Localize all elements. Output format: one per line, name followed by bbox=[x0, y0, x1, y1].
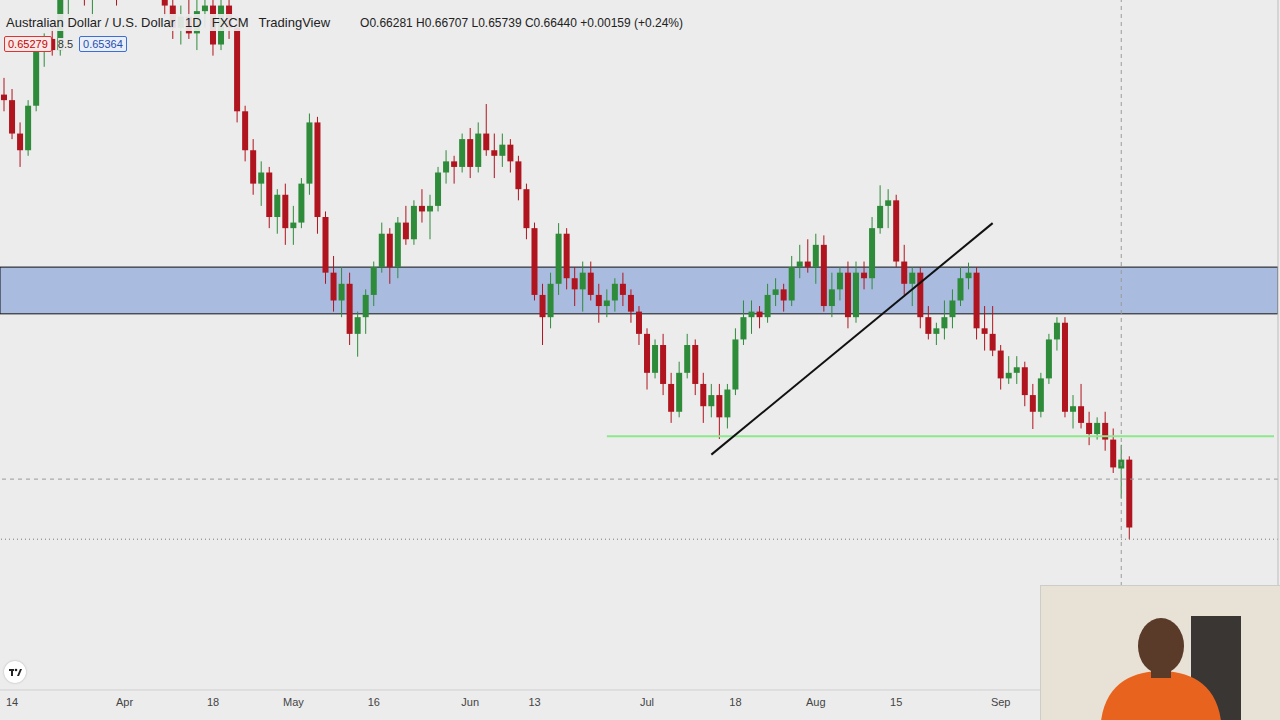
svg-text:Apr: Apr bbox=[116, 696, 133, 708]
html-text:8.5: 8.5 bbox=[57, 38, 74, 50]
html-text:O0.66281 H0.66707 L0.65739 C0.: O0.66281 H0.66707 L0.65739 C0.66440 +0.0… bbox=[360, 15, 683, 30]
html-text:0.65364: 0.65364 bbox=[83, 38, 123, 50]
svg-text:13: 13 bbox=[528, 696, 540, 708]
svg-text:16: 16 bbox=[368, 696, 380, 708]
svg-text:18: 18 bbox=[207, 696, 219, 708]
svg-text:Sep: Sep bbox=[991, 696, 1011, 708]
svg-text:Jul: Jul bbox=[640, 696, 654, 708]
svg-text:18: 18 bbox=[729, 696, 741, 708]
svg-text:Jun: Jun bbox=[461, 696, 479, 708]
svg-text:May: May bbox=[283, 696, 304, 708]
html-text:Australian Dollar / U.S. Dolla: Australian Dollar / U.S. Dollar bbox=[6, 15, 176, 30]
svg-text:15: 15 bbox=[890, 696, 902, 708]
html-text:1D: 1D bbox=[185, 15, 202, 30]
html-text:FXCM: FXCM bbox=[211, 15, 249, 30]
svg-text:Aug: Aug bbox=[806, 696, 826, 708]
html-text:0.65279: 0.65279 bbox=[8, 38, 48, 50]
html-text:TradingView: TradingView bbox=[258, 15, 331, 30]
svg-text:14: 14 bbox=[6, 696, 18, 708]
